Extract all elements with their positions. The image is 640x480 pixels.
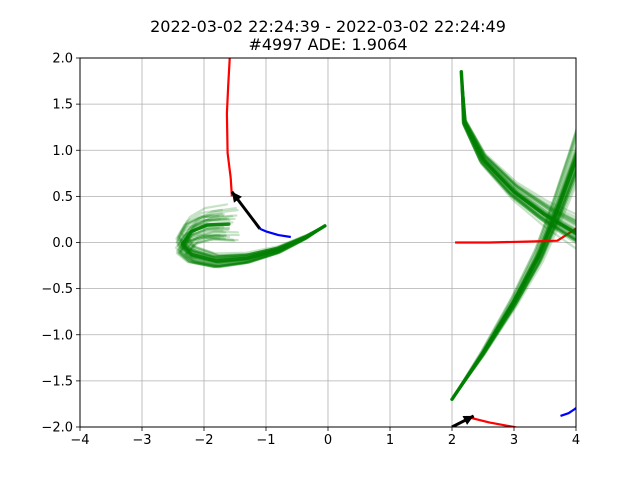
x-tick-label: −1 — [256, 433, 275, 448]
chart-title-line1: 2022-03-02 22:24:39 - 2022-03-02 22:24:4… — [150, 17, 506, 36]
prediction-mean-line — [180, 222, 327, 263]
y-tick-label: 1.5 — [52, 98, 73, 113]
prediction-sample-line — [184, 224, 326, 268]
y-tick-label: −1.5 — [41, 374, 73, 389]
prediction-sample-line — [460, 70, 576, 243]
y-tick-label: 1.0 — [52, 144, 73, 159]
x-tick-label: 2 — [448, 433, 456, 448]
prediction-sample-line — [460, 70, 576, 243]
x-tick-label: 4 — [572, 433, 580, 448]
chart-title-line2: #4997 ADE: 1.9064 — [248, 35, 407, 54]
prediction-sample-line — [450, 182, 576, 401]
prediction-sample-line — [176, 214, 326, 258]
x-tick-label: 0 — [324, 433, 332, 448]
x-tick-label: −3 — [132, 433, 151, 448]
y-tick-label: −1.0 — [41, 328, 73, 343]
heading-arrow-head — [231, 191, 242, 203]
ground-truth-line — [455, 227, 576, 244]
ground-truth-line — [225, 58, 233, 197]
prediction-sample-line — [182, 224, 326, 268]
prediction-sample-line — [185, 224, 326, 269]
prediction-sample-line — [179, 203, 326, 255]
x-tick-label: −2 — [194, 433, 213, 448]
history-line — [560, 406, 576, 417]
ground-truth-line — [470, 416, 519, 427]
heading-arrow-head — [462, 415, 474, 425]
history-line — [259, 227, 291, 239]
prediction-sample-line — [178, 224, 326, 268]
y-tick-label: 0.0 — [52, 236, 73, 251]
y-tick-label: −0.5 — [41, 282, 73, 297]
prediction-sample-line — [187, 224, 326, 268]
y-tick-label: 0.5 — [52, 190, 73, 205]
prediction-sample-line — [177, 224, 326, 269]
prediction-sample-line — [450, 129, 576, 401]
plot-data — [174, 58, 576, 427]
prediction-sample-line — [183, 224, 326, 269]
prediction-sample-line — [175, 215, 326, 259]
prediction-sample-line — [450, 126, 576, 401]
y-tick-label: −2.0 — [41, 421, 73, 436]
x-tick-label: −4 — [70, 433, 89, 448]
axis-ticks: −4 −3 −2 −1 0 1 2 3 4 −2.0 −1.5 −1.0 −0.5 0.0 0.5 1.0 1.… — [41, 52, 580, 449]
prediction-mean-line — [450, 154, 576, 402]
prediction-mean-line — [459, 70, 576, 236]
y-tick-label: 2.0 — [52, 52, 73, 67]
x-tick-label: 1 — [386, 433, 394, 448]
x-tick-label: 3 — [510, 433, 518, 448]
